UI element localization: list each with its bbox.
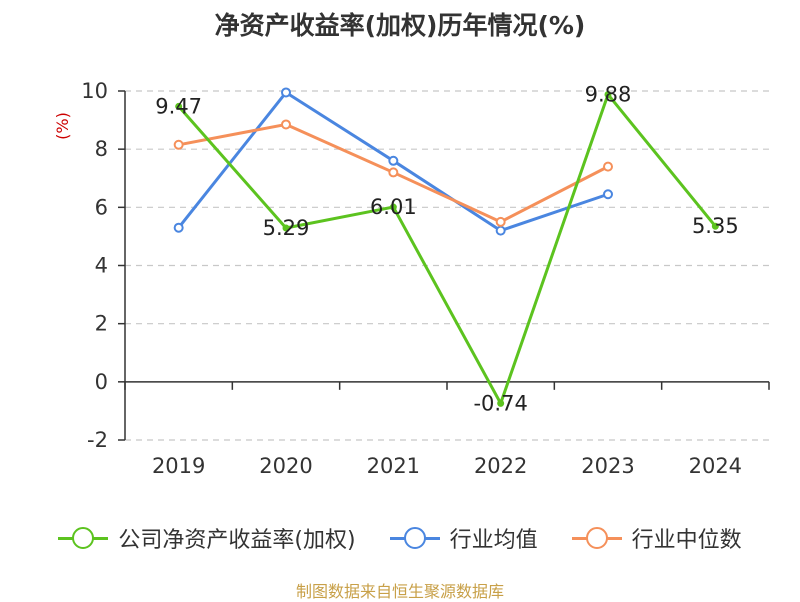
x-tick-label: 2023 — [581, 454, 634, 478]
legend-label-industry-median: 行业中位数 — [631, 528, 742, 553]
y-tick-label: 4 — [95, 254, 108, 278]
legend-circle — [72, 527, 95, 549]
x-tick-label: 2020 — [259, 454, 312, 478]
data-point-industry_avg — [281, 87, 291, 98]
legend-label-industry-avg: 行业均值 — [449, 528, 538, 553]
y-tick-label: 6 — [95, 195, 108, 219]
legend-marker-industry-avg — [389, 527, 440, 549]
legend-marker-company — [58, 527, 109, 549]
legend-item-industry-median[interactable]: 行业中位数 — [571, 522, 742, 554]
data-label: 5.35 — [692, 214, 739, 238]
data-label: 5.29 — [263, 216, 310, 240]
x-tick-label: 2019 — [152, 454, 205, 478]
legend-label-company: 公司净资产收益率(加权) — [118, 528, 356, 553]
data-point-industry_avg — [388, 155, 399, 166]
data-point-company — [282, 224, 290, 232]
series-line-company — [177, 92, 717, 405]
x-tick-label: 2021 — [367, 454, 420, 478]
data-label: 9.47 — [155, 94, 202, 118]
data-point-industry_median — [388, 167, 399, 178]
data-point-industry_median — [603, 161, 613, 172]
y-tick-label: 8 — [95, 137, 108, 161]
x-tick-label: 2024 — [689, 454, 742, 478]
chart-title: 净资产收益率(加权)历年情况(%) — [214, 11, 586, 40]
y-tick-label: -2 — [87, 428, 108, 452]
legend-marker-industry-median — [571, 527, 622, 549]
data-label: -0.74 — [473, 391, 527, 415]
data-point-company — [711, 222, 719, 230]
legend-circle — [403, 527, 426, 549]
data-label: 6.01 — [370, 195, 417, 219]
data-point-industry_avg — [603, 189, 613, 200]
data-point-industry_median — [495, 216, 506, 227]
data-point-company — [389, 203, 397, 211]
y-axis-label: (%) — [53, 112, 72, 140]
x-tick-label: 2022 — [474, 454, 527, 478]
legend-item-industry-avg[interactable]: 行业均值 — [389, 522, 538, 554]
legend-item-company[interactable]: 公司净资产收益率(加权) — [58, 522, 356, 554]
y-tick-label: 10 — [81, 79, 108, 103]
data-label: 9.88 — [585, 82, 632, 106]
y-tick-label: 0 — [95, 370, 108, 394]
data-point-company — [497, 399, 505, 407]
data-point-industry_median — [173, 139, 184, 150]
chart-legend: 公司净资产收益率(加权) 行业均值 行业中位数 — [0, 518, 800, 558]
data-point-company — [604, 90, 612, 98]
data-point-company — [175, 102, 183, 110]
y-tick-label: 2 — [95, 312, 108, 336]
data-point-industry_avg — [173, 222, 184, 233]
data-source-note: 制图数据来自恒生聚源数据库 — [295, 582, 504, 601]
data-point-industry_median — [281, 119, 291, 130]
legend-circle — [585, 527, 608, 549]
data-point-industry_avg — [495, 225, 506, 236]
